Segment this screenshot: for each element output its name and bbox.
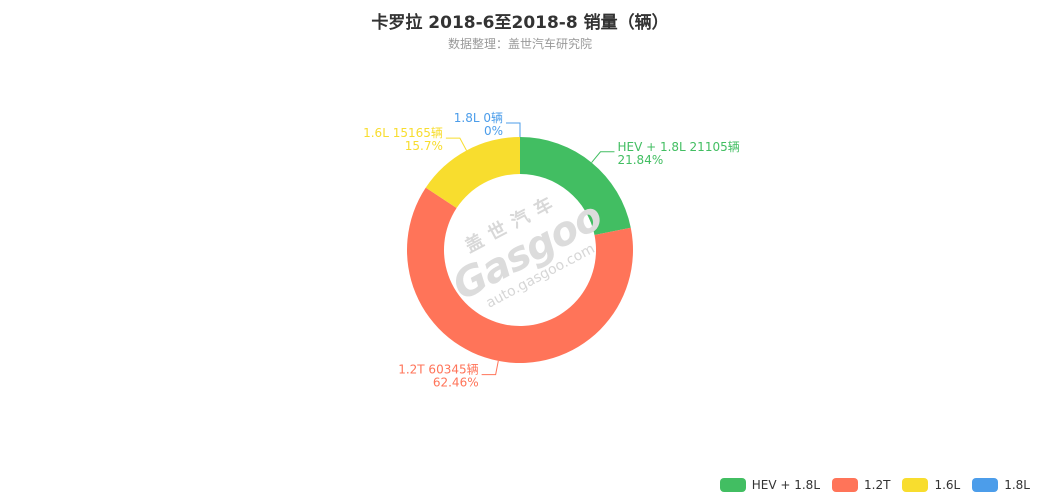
- legend-label-1: 1.2T: [864, 478, 891, 492]
- slice-1: [407, 187, 633, 363]
- slice-percent-2: 15.7%: [405, 139, 443, 153]
- leader-line-2: [445, 137, 467, 151]
- legend-item-1[interactable]: 1.2T: [832, 478, 890, 492]
- slice-label-0: HEV + 1.8L 21105辆: [617, 140, 739, 154]
- legend-swatch-3: [972, 478, 999, 492]
- chart-title: 卡罗拉 2018-6至2018-8 销量（辆）: [371, 13, 669, 33]
- legend-label-0: HEV + 1.8L: [751, 478, 821, 492]
- leader-line-3: [506, 122, 521, 137]
- slice-label-3: 1.8L 0辆: [454, 111, 503, 125]
- slice-2: [425, 137, 520, 209]
- chart-legend: HEV + 1.8L 1.2T 1.6L 1.8L: [708, 478, 1030, 492]
- slice-label-1: 1.2T 60345辆: [398, 363, 478, 377]
- slice-percent-3: 0%: [484, 124, 503, 138]
- slice-percent-1: 62.46%: [433, 376, 479, 390]
- legend-swatch-0: [719, 478, 746, 492]
- legend-swatch-1: [832, 478, 859, 492]
- leader-line-0: [591, 151, 615, 163]
- legend-label-2: 1.6L: [934, 478, 961, 492]
- chart-subtitle: 数据整理：盖世汽车研究院: [447, 37, 592, 51]
- leader-line-1: [481, 360, 499, 376]
- slice-0: [520, 137, 631, 236]
- legend-label-3: 1.8L: [1004, 478, 1030, 492]
- legend-item-3[interactable]: 1.8L: [972, 478, 1030, 492]
- legend-swatch-2: [902, 478, 929, 492]
- slice-percent-0: 21.84%: [617, 153, 663, 167]
- legend-item-0[interactable]: HEV + 1.8L: [719, 478, 821, 492]
- legend-item-2[interactable]: 1.6L: [902, 478, 960, 492]
- slice-label-2: 1.6L 15165辆: [363, 126, 443, 140]
